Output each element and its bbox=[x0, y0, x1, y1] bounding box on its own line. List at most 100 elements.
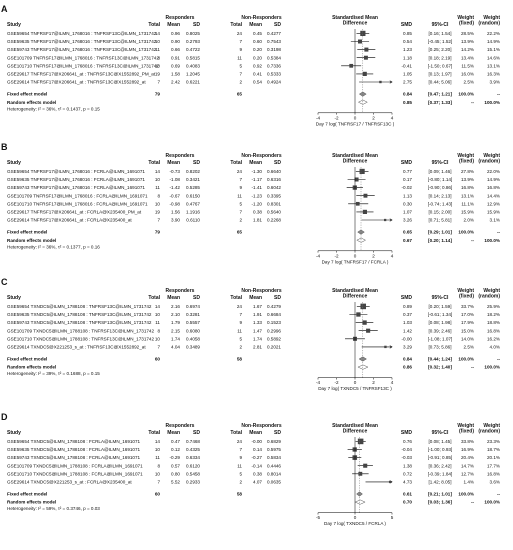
responders-mean: 0.91 bbox=[171, 55, 180, 60]
responders-mean: 0.80 bbox=[171, 471, 180, 476]
nonresponders-mean: 1.91 bbox=[253, 312, 262, 317]
responders-total: 14 bbox=[155, 439, 161, 444]
mean-header: Mean bbox=[249, 160, 262, 166]
heterogeneity-text: Heterogeneity: I² = 36%, τ² = 0.1377, p … bbox=[7, 244, 100, 249]
total-header: Total bbox=[230, 295, 242, 301]
nonresponders-mean: 4.07 bbox=[253, 480, 262, 485]
ci-header: 95%-CI bbox=[432, 22, 449, 28]
nonresponders-mean: 0.45 bbox=[253, 31, 262, 36]
responders-mean: -0.98 bbox=[170, 201, 181, 206]
weight-fixed-header: Weight (fixed) bbox=[457, 423, 474, 435]
nonresponders-total: 11 bbox=[237, 463, 242, 468]
study-marker bbox=[388, 480, 392, 483]
smd-value: 4.73 bbox=[403, 480, 412, 485]
nonresponders-sd: 0.2996 bbox=[267, 328, 281, 333]
ci-header: 95%-CI bbox=[432, 295, 449, 301]
nonresponders-total: 5 bbox=[239, 201, 242, 206]
weight-random-value: 16.8% bbox=[487, 328, 500, 333]
responders-mean: 0.96 bbox=[171, 31, 180, 36]
smd-value: 0.54 bbox=[403, 39, 412, 44]
responders-sd: 0.6110 bbox=[186, 218, 200, 223]
responders-sd: 0.7468 bbox=[186, 439, 200, 444]
study-name: GSE101710 TXNDC5@ILMN_1788108 : TNFRSF13… bbox=[7, 336, 154, 341]
responders-sd: 0.8202 bbox=[186, 169, 200, 174]
weight-random-value: 14.9% bbox=[487, 177, 500, 182]
forest-panel-c: C Responders Non-Responders Standardised Me… bbox=[1, 277, 500, 391]
random-smd: 0.70 bbox=[403, 500, 412, 505]
x-tick-label: -5 bbox=[316, 515, 321, 520]
study-name: GSE59743 TNFRSF17@ILMN_1768016 : TNFRSF1… bbox=[7, 47, 157, 52]
smd-value: -0.41 bbox=[402, 63, 413, 68]
weight-random-value: 13.1% bbox=[487, 63, 500, 68]
smd-value: 1.42 bbox=[403, 328, 412, 333]
responders-sd: 0.3421 bbox=[186, 177, 200, 182]
x-axis-label: Day 7 log( TXNDC5 / FCRLA ) bbox=[324, 521, 386, 526]
nonresponders-header: Non-Responders bbox=[241, 423, 282, 429]
nonresponders-total: 11 bbox=[237, 328, 242, 333]
weight-random-value: 3.1% bbox=[490, 218, 500, 223]
weight-fixed-value: 20.4% bbox=[461, 455, 474, 460]
weight-fixed-value: 17.9% bbox=[461, 320, 474, 325]
weight-random-value: 14.9% bbox=[487, 39, 500, 44]
study-marker bbox=[366, 328, 371, 333]
responders-sd: 0.6120 bbox=[186, 463, 200, 468]
x-tick-label: 0 bbox=[354, 253, 357, 258]
nonresponders-mean: 0.38 bbox=[253, 471, 262, 476]
random-effects-label: Random effects model bbox=[7, 238, 56, 243]
nonresponders-total: 5 bbox=[239, 336, 242, 341]
smd-value: -0.02 bbox=[402, 185, 413, 190]
fixed-effect-label: Fixed effect model bbox=[7, 357, 47, 362]
nonresponders-total: 7 bbox=[239, 177, 242, 182]
smd-value: -0.00 bbox=[402, 336, 413, 341]
ci-value: [0.18; 2.19] bbox=[429, 55, 452, 60]
responders-sd: 0.5815 bbox=[186, 55, 200, 60]
nonresponders-sd: 0.7543 bbox=[267, 39, 281, 44]
x-tick-label: 4 bbox=[391, 115, 394, 120]
weight-random-value: 14.6% bbox=[487, 55, 500, 60]
responders-mean: 0.66 bbox=[171, 47, 180, 52]
weight-fixed-value: 2.5% bbox=[464, 80, 474, 85]
weight-random-value: 4.0% bbox=[490, 345, 500, 350]
study-name: GSE59743 TNFRSF17@ILMN_1768016 : FCRLA@I… bbox=[7, 185, 145, 190]
x-tick-label: 0 bbox=[354, 115, 357, 120]
nonresponders-sd: 0.3395 bbox=[267, 193, 281, 198]
weight-fixed-value: 11.1% bbox=[461, 201, 474, 206]
fixed-smd: 0.65 bbox=[403, 230, 412, 235]
nonresponders-mean: -1.23 bbox=[252, 193, 263, 198]
weight-random-value: 14.4% bbox=[487, 193, 500, 198]
responders-total: 14 bbox=[155, 304, 161, 309]
smd-value: 1.38 bbox=[403, 463, 412, 468]
nonresponders-total: 7 bbox=[239, 72, 242, 77]
study-marker bbox=[352, 447, 357, 452]
nonresponders-total-sum: 58 bbox=[237, 492, 243, 497]
study-name: GSE101710 TXNDC5@ILMN_1788108 : FCRLA@IL… bbox=[7, 471, 143, 476]
smd-column-header: Standardised Mean Difference bbox=[332, 288, 378, 300]
mean-header: Mean bbox=[249, 430, 262, 436]
responders-sd: 1.2045 bbox=[186, 72, 200, 77]
sd-header: SD bbox=[274, 22, 281, 28]
mean-header: Mean bbox=[167, 22, 180, 28]
nonresponders-sd: 0.5640 bbox=[267, 210, 281, 215]
random-effects-label: Random effects model bbox=[7, 100, 56, 105]
ci-arrow bbox=[389, 345, 393, 349]
random-effects-label: Random effects model bbox=[7, 365, 56, 370]
panel-label: D bbox=[1, 412, 8, 422]
smd-value: 0.37 bbox=[403, 312, 412, 317]
study-name: GSE101709 TNFRSF17@ILMN_1768016 : TNFRSF… bbox=[7, 55, 159, 60]
study-marker bbox=[360, 30, 366, 37]
heterogeneity-text: Heterogeneity: I² = 39%, τ² = 0.1688, p … bbox=[7, 371, 100, 376]
sd-header: SD bbox=[193, 160, 200, 166]
ci-value: [0.20; 1.59] bbox=[429, 304, 452, 309]
weight-fixed-value: 14.0% bbox=[461, 336, 474, 341]
nonresponders-total: 7 bbox=[239, 39, 242, 44]
responders-mean: -0.73 bbox=[170, 169, 181, 174]
nonresponders-total: 24 bbox=[237, 169, 243, 174]
nonresponders-mean: 0.38 bbox=[253, 210, 262, 215]
mean-header: Mean bbox=[249, 22, 262, 28]
responders-sd: 0.3281 bbox=[186, 312, 200, 317]
weight-fixed-value: 15.0% bbox=[461, 328, 474, 333]
nonresponders-sd: 0.6042 bbox=[267, 185, 281, 190]
fixed-ci: [0.44; 1.24] bbox=[428, 357, 452, 362]
nonresponders-sd: 0.2268 bbox=[267, 218, 281, 223]
weight-random-value: 3.6% bbox=[490, 480, 500, 485]
